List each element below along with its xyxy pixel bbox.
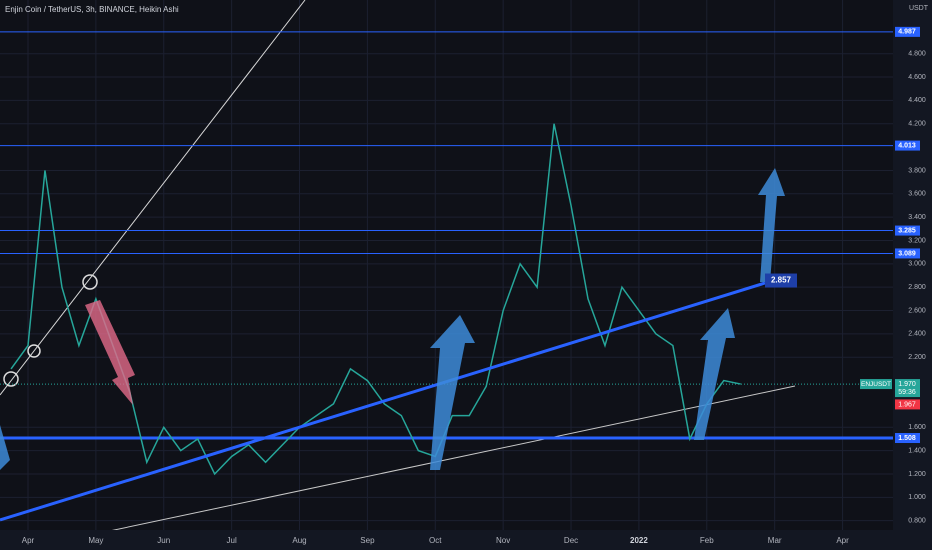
time-axis: [0, 530, 893, 550]
y-tick-label: 3.600: [908, 191, 926, 198]
y-tick-label: 2.600: [908, 307, 926, 314]
y-tick-label: 1.400: [908, 447, 926, 454]
y-tick-label: 3.800: [908, 167, 926, 174]
x-tick-label: Jun: [157, 536, 170, 545]
trend-label: 2.857: [771, 276, 792, 285]
up-arrow: [694, 308, 735, 440]
y-tick-label: 4.800: [908, 51, 926, 58]
y-tick-label: 0.800: [908, 518, 926, 525]
y-tick-label: 4.600: [908, 74, 926, 81]
y-tick-label: 4.200: [908, 121, 926, 128]
y-tick-label: 1.600: [908, 424, 926, 431]
x-tick-label: Apr: [836, 536, 849, 545]
currency: USDT: [909, 5, 929, 12]
y-tick-label: 2.800: [908, 284, 926, 291]
prev-price-label: 1.967: [898, 401, 916, 408]
y-tick-label: 3.200: [908, 237, 926, 244]
level-tag: [895, 140, 920, 151]
marker: [3, 371, 19, 387]
y-tick-label: 2.400: [908, 331, 926, 338]
up-arrow: [430, 315, 475, 470]
x-tick-label: Aug: [292, 536, 306, 545]
x-tick-label: Apr: [22, 536, 35, 545]
y-tick-label: 3.400: [908, 214, 926, 221]
x-tick-label: Dec: [564, 536, 578, 545]
x-tick-label: 2022: [630, 536, 648, 545]
level-tag: [895, 248, 920, 259]
up-arrow: [0, 425, 10, 470]
level-label: 1.508: [898, 435, 916, 442]
y-tick-label: 1.200: [908, 471, 926, 478]
level-label: 4.013: [898, 142, 916, 149]
x-tick-label: Sep: [360, 536, 375, 545]
level-label: 3.089: [898, 250, 916, 257]
marker: [27, 344, 41, 358]
trend-line: [0, 281, 766, 522]
chart-title: Enjin Coin / TetherUS, 3h, BINANCE, Heik…: [5, 5, 179, 14]
axis: 0.800 1.000 1.200 1.400 1.600 2.200 2.400 2.600…: [22, 26, 926, 545]
level-label: 3.285: [898, 227, 916, 234]
down-arrow: [85, 300, 135, 405]
level-tag: [895, 225, 920, 236]
support-line: [99, 385, 796, 534]
prev-price-tag: [895, 399, 920, 410]
y-tick-label: 4.400: [908, 97, 926, 104]
level-tag: [895, 433, 920, 444]
x-tick-label: Nov: [496, 536, 510, 545]
symbol-tag: [860, 379, 892, 390]
price-axis: [893, 0, 932, 550]
y-tick-label: 3.000: [908, 261, 926, 268]
x-tick-label: Oct: [429, 536, 442, 545]
x-tick-label: Feb: [700, 536, 714, 545]
marker: [82, 274, 98, 290]
last-price-tag: [895, 379, 920, 398]
last-price-label: 1.970: [898, 381, 916, 388]
x-tick-label: Mar: [768, 536, 782, 545]
level-tag: [895, 26, 920, 37]
up-arrow: [758, 168, 785, 282]
drawn-line: [0, 0, 306, 396]
y-tick-label: 2.200: [908, 354, 926, 361]
x-tick-label: May: [88, 536, 103, 545]
x-tick-label: Jul: [227, 536, 237, 545]
level-label: 4.987: [898, 29, 916, 36]
countdown: 59:36: [898, 389, 916, 396]
levels: [0, 31, 893, 440]
symbol-label: ENJUSDT: [861, 381, 891, 388]
trend-tag: [765, 273, 797, 288]
y-tick-label: 1.000: [908, 494, 926, 501]
